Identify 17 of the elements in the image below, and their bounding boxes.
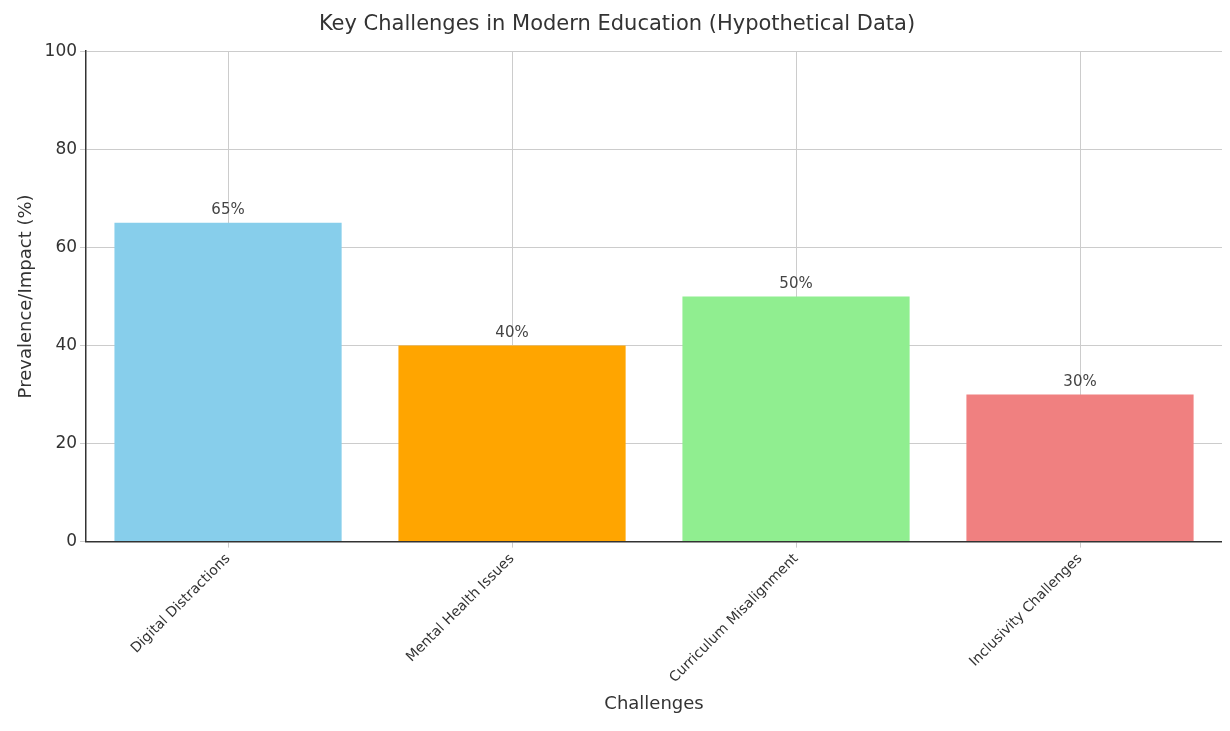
bar — [114, 222, 342, 542]
data-label: 65% — [211, 200, 245, 219]
y-tick-label: 20 — [55, 431, 78, 452]
x-axis-title: Challenges — [604, 691, 704, 713]
bar — [398, 345, 626, 542]
y-tick-label: 80 — [55, 137, 78, 158]
data-label: 30% — [1063, 371, 1097, 390]
data-label: 50% — [779, 273, 813, 292]
bar — [966, 394, 1194, 542]
y-tick-label: 0 — [66, 530, 78, 551]
y-tick-label: 100 — [44, 39, 78, 60]
data-label: 40% — [495, 322, 529, 341]
y-axis-title: Prevalence/Impact (%) — [14, 194, 36, 399]
y-tick-label: 40 — [55, 333, 78, 354]
y-tick-label: 60 — [55, 235, 78, 256]
chart-title: Key Challenges in Modern Education (Hypothetical Data) — [318, 11, 916, 36]
bar — [682, 296, 910, 542]
